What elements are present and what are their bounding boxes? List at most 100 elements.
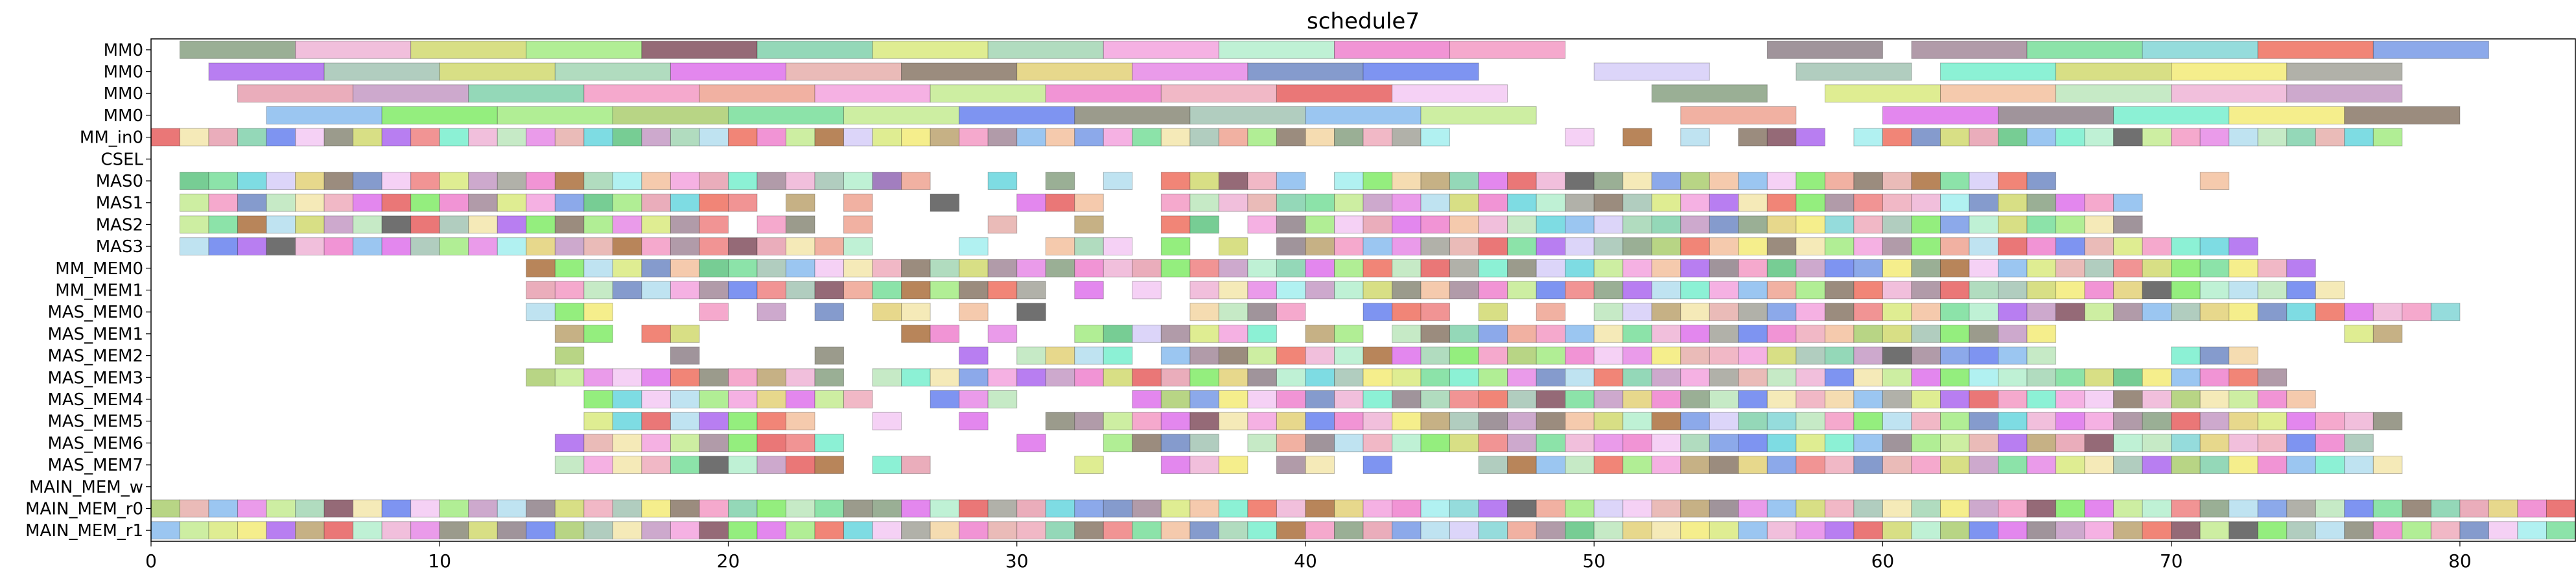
task-bar: [1045, 368, 1075, 387]
task-bar: [1276, 390, 1306, 408]
task-bar: [2084, 128, 2114, 146]
task-bar: [1680, 346, 1710, 365]
task-bar: [959, 128, 989, 146]
task-bar: [2199, 237, 2230, 256]
task-bar: [1824, 456, 1855, 475]
task-bar: [2142, 412, 2172, 430]
task-bar: [843, 390, 873, 408]
task-bar: [1276, 215, 1306, 234]
task-bar: [786, 172, 815, 191]
task-bar: [1363, 346, 1393, 365]
task-bar: [1189, 128, 1219, 146]
task-bar: [670, 499, 700, 518]
task-bar: [526, 172, 556, 191]
task-bar: [814, 237, 845, 256]
task-bar: [468, 172, 498, 191]
task-bar: [1132, 259, 1162, 277]
task-bar: [2372, 456, 2403, 475]
task-bar: [1593, 172, 1624, 191]
task-bar: [410, 499, 440, 518]
task-bar: [2142, 237, 2172, 256]
task-bar: [1622, 193, 1652, 212]
task-bar: [180, 237, 209, 256]
x-tick-label: 20: [717, 550, 740, 572]
task-bar: [526, 303, 556, 322]
task-bar: [1824, 281, 1855, 299]
task-bar: [1305, 259, 1335, 277]
task-bar: [526, 40, 642, 59]
task-bar: [295, 128, 325, 146]
task-bar: [1969, 521, 1999, 540]
task-bar: [1680, 521, 1710, 540]
task-bar: [583, 215, 613, 234]
task-bar: [901, 324, 931, 343]
y-tick-label: MAS3: [96, 237, 143, 257]
task-bar: [641, 412, 671, 430]
task-bar: [1305, 215, 1335, 234]
task-bar: [1276, 521, 1306, 540]
task-bar: [1333, 346, 1364, 365]
task-bar: [727, 172, 758, 191]
task-bar: [1507, 368, 1537, 387]
task-bar: [266, 237, 296, 256]
y-tick-label: MAS0: [96, 172, 143, 191]
task-bar: [497, 215, 527, 234]
task-bar: [237, 521, 267, 540]
task-bar: [930, 259, 960, 277]
task-bar: [1276, 84, 1393, 103]
task-bar: [1449, 390, 1479, 408]
task-bar: [2026, 346, 2057, 365]
task-bar: [1680, 499, 1710, 518]
task-bar: [641, 499, 671, 518]
task-bar: [1363, 193, 1393, 212]
task-bar: [1507, 172, 1537, 191]
task-bar: [1911, 303, 1941, 322]
task-bar: [641, 390, 671, 408]
task-bar: [1882, 106, 1999, 124]
task-bar: [1651, 215, 1681, 234]
task-bar: [2026, 434, 2057, 452]
task-bar: [1189, 434, 1219, 452]
task-bar: [1738, 259, 1768, 277]
task-bar: [2142, 303, 2172, 322]
task-bar: [1709, 237, 1739, 256]
task-bar: [1132, 499, 1162, 518]
task-bar: [1824, 259, 1855, 277]
task-bar: [814, 456, 845, 475]
task-bar: [1998, 521, 2028, 540]
task-bar: [699, 368, 729, 387]
task-bar: [1536, 521, 1566, 540]
task-bar: [1420, 390, 1451, 408]
task-bar: [1766, 499, 1797, 518]
task-bar: [554, 368, 585, 387]
task-bar: [1911, 412, 1941, 430]
task-bar: [1565, 390, 1595, 408]
task-bar: [1363, 237, 1393, 256]
task-bar: [208, 521, 239, 540]
task-bar: [1882, 215, 1912, 234]
task-bar: [323, 62, 440, 81]
task-bar: [1218, 499, 1248, 518]
task-bar: [1622, 259, 1652, 277]
task-bar: [843, 521, 873, 540]
task-bar: [1333, 412, 1364, 430]
task-bar: [1276, 237, 1306, 256]
task-bar: [2199, 368, 2230, 387]
task-bar: [1189, 106, 1306, 124]
task-bar: [1305, 521, 1335, 540]
task-bar: [1939, 281, 1970, 299]
task-bar: [1824, 390, 1855, 408]
task-bar: [1680, 412, 1710, 430]
task-bar: [1882, 128, 1912, 146]
task-bar: [295, 172, 325, 191]
task-bar: [756, 499, 787, 518]
task-bar: [987, 215, 1018, 234]
task-bar: [641, 237, 671, 256]
task-bar: [756, 259, 787, 277]
task-bar: [1189, 324, 1219, 343]
task-bar: [1536, 303, 1566, 322]
task-bar: [1593, 303, 1624, 322]
task-bar: [727, 499, 758, 518]
task-bar: [1911, 346, 1941, 365]
task-bar: [1824, 521, 1855, 540]
